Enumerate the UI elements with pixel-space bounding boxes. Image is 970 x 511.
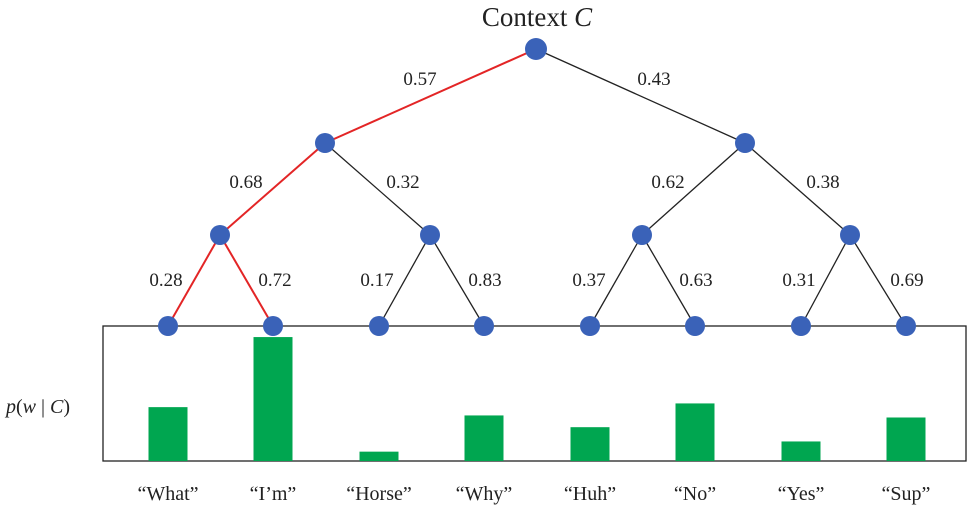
leaf-node-sup [896,316,916,336]
edge-label-rl-left: 0.37 [572,270,605,291]
bar-horse [359,451,399,461]
edge-label-l1-left: 0.68 [229,172,262,193]
word-label-yes: “Yes” [778,483,825,505]
tree-edges [167,48,907,327]
distribution-box [102,325,967,462]
edge-rl-left [589,234,643,327]
edge-rl-right [641,234,696,327]
bar-why [464,415,504,461]
diagram-title: Context C [482,2,593,32]
word-labels: “What” “I’m” “Horse” “Why” “Huh” “No” “Yes” “Su… [137,483,930,505]
edge-label-lr-left: 0.17 [360,270,393,291]
edge-ll-left [167,234,221,327]
edge-root-right [535,48,746,144]
bar-huh [570,427,610,461]
bar-what [148,407,188,461]
root-node [525,38,547,60]
edge-label-rr-left: 0.31 [782,270,815,291]
leaf-node-im [263,316,283,336]
node-rl [632,225,652,245]
edge-label-r1-left: 0.62 [651,172,684,193]
edge-r1-right [744,142,851,236]
edge-label-ll-right: 0.72 [258,270,291,291]
word-label-no: “No” [674,483,716,505]
word-label-what: “What” [137,483,198,505]
word-label-why: “Why” [456,483,513,505]
edge-ll-right [219,234,274,327]
word-label-horse: “Horse” [346,483,412,505]
bar-yes [781,441,821,461]
node-l1 [315,133,335,153]
edge-label-root-left: 0.57 [403,69,436,90]
edge-label-lr-right: 0.83 [468,270,501,291]
edge-label-rl-right: 0.63 [679,270,712,291]
leaf-node-why [474,316,494,336]
edge-label-r1-right: 0.38 [806,172,839,193]
bar-no [675,403,715,461]
y-axis-label: p(w | C) [4,396,70,418]
leaf-node-horse [369,316,389,336]
tree-nodes [158,38,916,336]
word-label-im: “I’m” [250,483,297,505]
leaf-node-yes [791,316,811,336]
word-label-huh: “Huh” [564,483,616,505]
leaf-node-no [685,316,705,336]
edge-lr-left [378,234,431,327]
edge-label-root-right: 0.43 [637,69,670,90]
bar-im [253,337,293,461]
title-prefix: Context [482,2,574,32]
leaf-node-huh [580,316,600,336]
edge-l1-right [324,142,431,236]
node-ll [210,225,230,245]
word-label-sup: “Sup” [882,483,931,505]
probability-bars [148,337,926,461]
edge-l1-left [219,142,326,236]
node-r1 [735,133,755,153]
bar-sup [886,417,926,461]
edge-probability-labels: 0.57 0.43 0.68 0.32 0.62 0.38 0.28 0.72 … [149,69,923,291]
title-variable: C [574,2,593,32]
edge-label-rr-right: 0.69 [890,270,923,291]
edge-label-l1-right: 0.32 [386,172,419,193]
edge-label-ll-left: 0.28 [149,270,182,291]
edge-r1-left [641,142,746,236]
leaf-node-what [158,316,178,336]
edge-lr-right [429,234,485,327]
edge-rr-right [849,234,907,327]
node-rr [840,225,860,245]
edge-root-left [324,48,537,144]
node-lr [420,225,440,245]
edge-rr-left [800,234,851,327]
